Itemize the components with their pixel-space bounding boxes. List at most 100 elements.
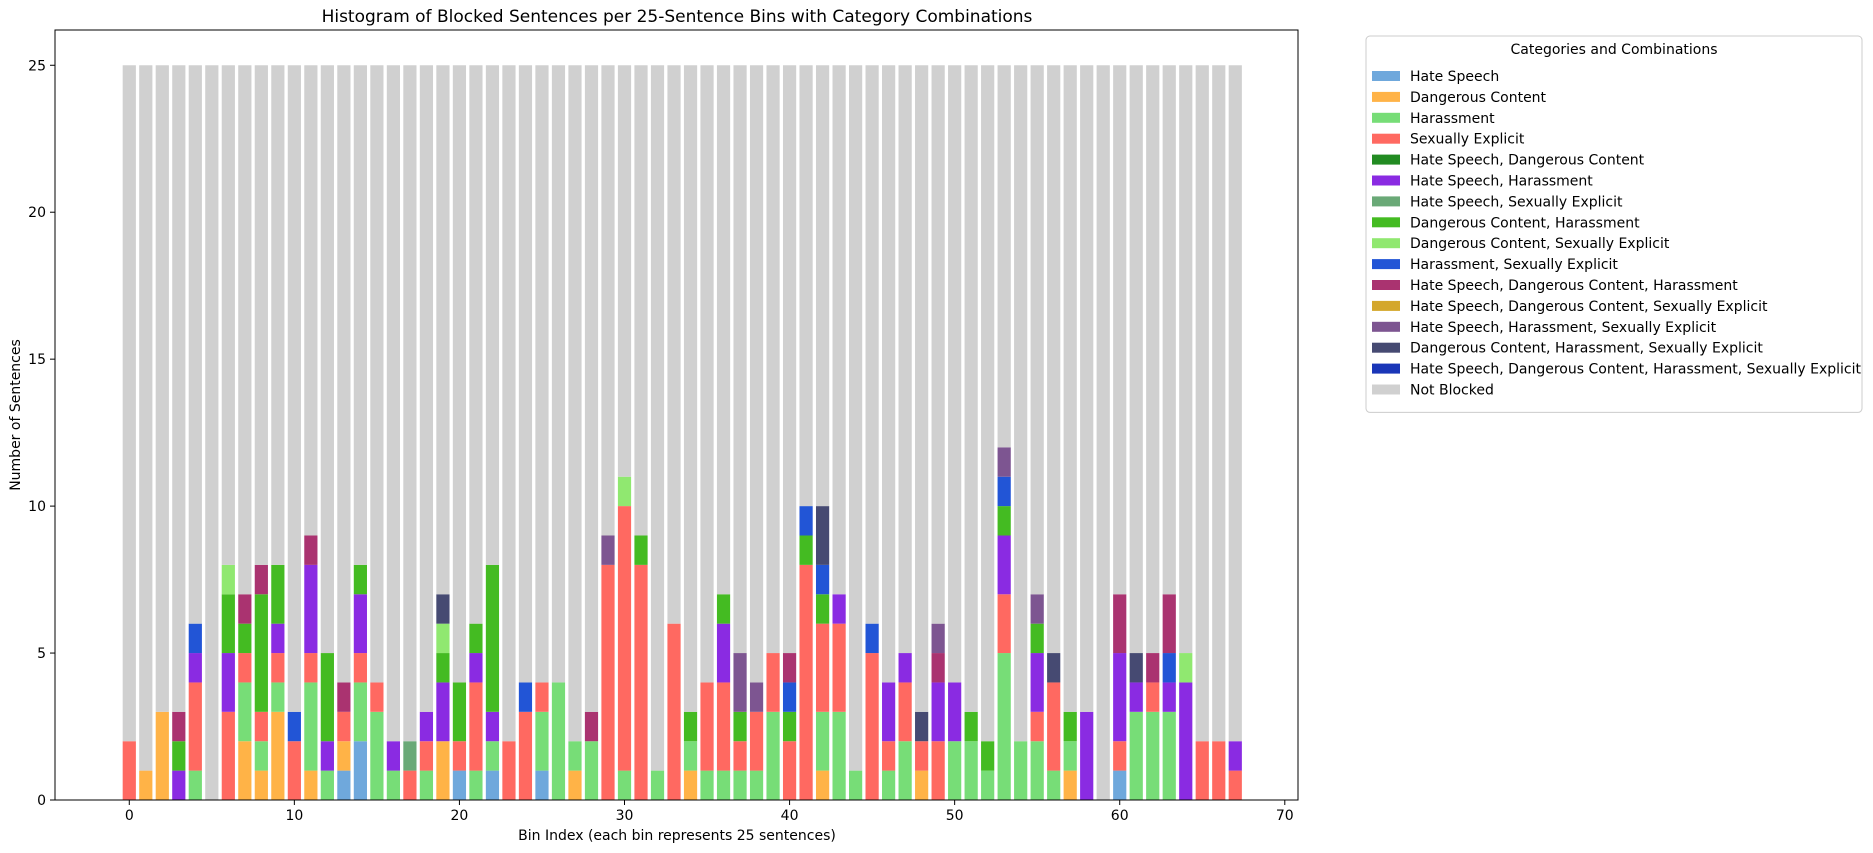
bar-segment — [1014, 741, 1028, 800]
x-tick-label: 0 — [125, 808, 134, 824]
bar-segment-not-blocked — [1047, 65, 1061, 654]
bar-segment-not-blocked — [419, 65, 434, 712]
bar-segment-not-blocked — [155, 65, 169, 712]
y-tick-label: 15 — [28, 352, 46, 368]
bin-40 — [782, 65, 797, 800]
bar-segment — [601, 535, 615, 565]
y-tick-label: 5 — [37, 646, 46, 662]
bars-layer — [122, 65, 1242, 801]
bar-segment — [617, 506, 632, 771]
x-axis-title: Bin Index (each bin represents 25 senten… — [518, 828, 836, 844]
bar-segment — [1228, 741, 1242, 771]
bin-19 — [436, 65, 450, 800]
bar-segment — [1030, 623, 1044, 654]
bin-42 — [815, 65, 830, 800]
bar-segment — [997, 653, 1011, 800]
bin-57 — [1063, 65, 1077, 800]
legend-swatch — [1372, 112, 1400, 123]
bar-segment — [997, 447, 1011, 477]
legend-swatch — [1372, 321, 1400, 332]
bar-segment-not-blocked — [1228, 65, 1242, 742]
bar-segment — [353, 653, 367, 683]
bar-segment — [832, 623, 846, 712]
legend-entry: Not Blocked — [1372, 383, 1494, 399]
bar-segment — [948, 682, 962, 742]
bar-segment — [799, 506, 813, 536]
bar-segment — [766, 711, 780, 800]
bar-segment — [1162, 711, 1176, 800]
bar-segment — [1146, 711, 1160, 800]
bar-segment-not-blocked — [700, 65, 714, 683]
bar-segment-not-blocked — [172, 65, 186, 712]
legend-swatch — [1372, 280, 1400, 290]
bar-segment-not-blocked — [601, 65, 615, 536]
bar-segment — [1129, 711, 1143, 800]
legend-label: Dangerous Content, Harassment — [1410, 215, 1640, 231]
legend-entry: Hate Speech, Harassment — [1372, 174, 1593, 190]
legend-entry: Harassment, Sexually Explicit — [1372, 257, 1618, 273]
bar-segment — [304, 682, 318, 771]
bar-segment — [733, 741, 747, 771]
bin-43 — [832, 65, 846, 800]
legend-label: Dangerous Content, Sexually Explicit — [1410, 236, 1670, 252]
bar-segment — [535, 770, 549, 800]
bin-21 — [469, 65, 483, 800]
bar-segment — [436, 653, 450, 683]
bar-segment — [469, 770, 483, 800]
bar-segment — [700, 682, 714, 771]
bar-segment-not-blocked — [139, 65, 153, 771]
bar-segment — [832, 711, 846, 800]
bin-54 — [1014, 65, 1028, 800]
legend-entry: Hate Speech, Dangerous Content — [1372, 153, 1645, 169]
bin-61 — [1129, 65, 1143, 800]
bar-segment-not-blocked — [898, 65, 912, 654]
bar-segment — [584, 711, 599, 742]
legend-label: Not Blocked — [1410, 383, 1494, 399]
bar-segment-not-blocked — [799, 65, 813, 507]
bin-47 — [898, 65, 912, 800]
bin-34 — [683, 65, 698, 800]
bar-segment-not-blocked — [436, 65, 450, 595]
bar-segment — [353, 682, 367, 742]
bar-segment-not-blocked — [1129, 65, 1143, 654]
bin-16 — [386, 65, 401, 800]
bar-segment — [320, 741, 334, 771]
bar-segment — [221, 711, 235, 800]
bar-segment — [733, 770, 747, 800]
bin-0 — [122, 65, 136, 800]
bar-segment-not-blocked — [915, 65, 929, 712]
legend-swatch — [1372, 175, 1400, 186]
bar-segment — [898, 682, 912, 742]
bin-12 — [320, 65, 334, 800]
bin-1 — [139, 65, 153, 800]
bar-segment — [271, 682, 285, 712]
bar-segment — [849, 770, 863, 800]
bar-segment — [964, 741, 978, 800]
bar-segment — [882, 770, 896, 800]
bar-segment-not-blocked — [634, 65, 648, 536]
x-tick-label: 40 — [781, 808, 799, 824]
legend-label: Dangerous Content — [1410, 90, 1547, 106]
bar-segment-not-blocked — [1030, 65, 1044, 595]
legend-entry: Dangerous Content — [1372, 90, 1547, 106]
bar-segment — [1162, 594, 1176, 654]
bar-segment-not-blocked — [997, 65, 1011, 448]
bar-segment — [882, 741, 896, 771]
bin-9 — [271, 65, 285, 800]
bar-segment — [320, 653, 334, 742]
bar-segment-not-blocked — [683, 65, 698, 712]
bar-segment — [782, 682, 797, 712]
bar-segment — [469, 682, 483, 771]
bin-25 — [535, 65, 549, 800]
bin-5 — [205, 65, 219, 801]
axes-layer: 0 10 20 30 40 50 60 70 0 5 10 15 20 25 — [28, 29, 1299, 824]
legend-label: Hate Speech — [1410, 69, 1499, 85]
bar-segment-not-blocked — [1146, 65, 1160, 654]
bin-13 — [337, 65, 351, 800]
bin-58 — [1080, 65, 1094, 800]
bin-56 — [1047, 65, 1061, 800]
legend-swatch — [1372, 300, 1400, 311]
bar-segment — [931, 682, 945, 742]
legend-swatch — [1372, 363, 1400, 374]
bar-segment — [551, 682, 566, 800]
